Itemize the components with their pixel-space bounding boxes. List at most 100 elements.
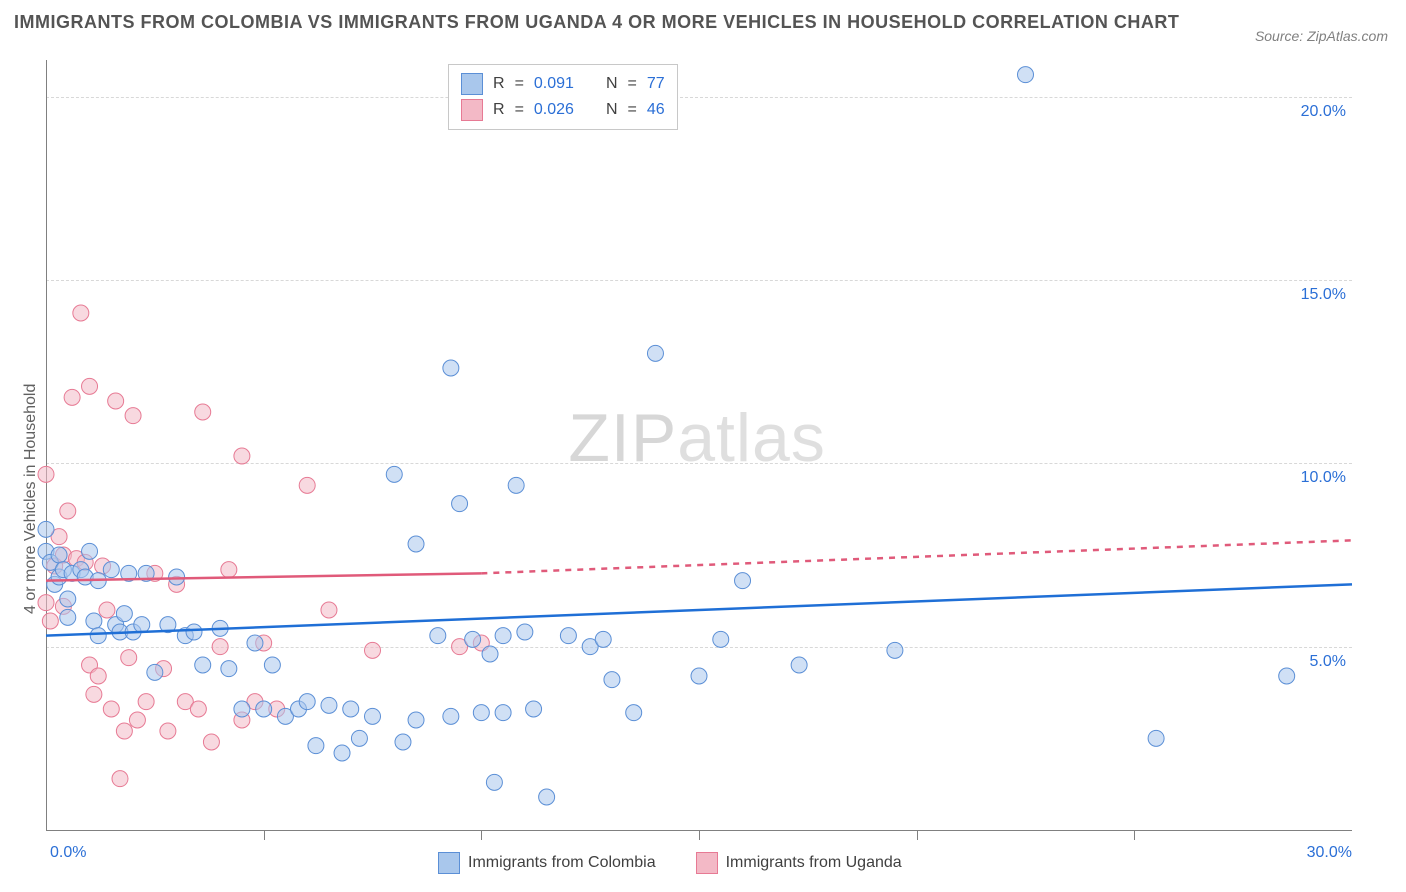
trend-line (46, 584, 1352, 635)
data-point (495, 628, 511, 644)
data-point (508, 477, 524, 493)
data-point (195, 404, 211, 420)
n-value-series1: 77 (647, 75, 665, 93)
data-point (190, 701, 206, 717)
data-point (334, 745, 350, 761)
data-point (299, 477, 315, 493)
data-point (452, 496, 468, 512)
swatch-series1 (438, 852, 460, 874)
data-point (73, 305, 89, 321)
stats-legend: R = 0.091 N = 77 R = 0.026 N = 46 (448, 64, 678, 130)
data-point (60, 503, 76, 519)
data-point (51, 547, 67, 563)
swatch-series2 (461, 99, 483, 121)
data-point (691, 668, 707, 684)
y-tick-label: 10.0% (1301, 469, 1346, 487)
data-point (103, 562, 119, 578)
y-axis-label: 4 or more Vehicles in Household (22, 384, 40, 614)
data-point (234, 701, 250, 717)
data-point (38, 521, 54, 537)
data-point (195, 657, 211, 673)
swatch-series1 (461, 73, 483, 95)
data-point (560, 628, 576, 644)
data-point (299, 694, 315, 710)
data-point (365, 708, 381, 724)
trend-line (481, 540, 1352, 573)
data-point (121, 650, 137, 666)
data-point (595, 631, 611, 647)
x-tick-mark (264, 830, 265, 840)
data-point (495, 705, 511, 721)
data-point (486, 774, 502, 790)
data-point (90, 628, 106, 644)
data-point (129, 712, 145, 728)
r-value-series2: 0.026 (534, 101, 574, 119)
data-point (604, 672, 620, 688)
data-point (713, 631, 729, 647)
data-point (343, 701, 359, 717)
data-point (116, 606, 132, 622)
data-point (86, 613, 102, 629)
data-point (247, 635, 263, 651)
data-point (86, 686, 102, 702)
equals: = (515, 75, 524, 93)
x-tick-mark (917, 830, 918, 840)
x-tick-mark (699, 830, 700, 840)
data-point (321, 602, 337, 618)
data-point (395, 734, 411, 750)
data-point (264, 657, 280, 673)
data-point (308, 738, 324, 754)
data-point (647, 345, 663, 361)
data-point (256, 701, 272, 717)
stats-row-series2: R = 0.026 N = 46 (461, 97, 665, 123)
data-point (64, 389, 80, 405)
data-point (38, 466, 54, 482)
swatch-series2 (696, 852, 718, 874)
legend-label-series1: Immigrants from Colombia (468, 854, 656, 872)
equals: = (628, 101, 637, 119)
data-point (887, 642, 903, 658)
data-point (125, 408, 141, 424)
data-point (386, 466, 402, 482)
equals: = (628, 75, 637, 93)
data-point (482, 646, 498, 662)
data-point (365, 642, 381, 658)
series-legend: Immigrants from Colombia Immigrants from… (438, 852, 902, 874)
data-point (134, 617, 150, 633)
data-point (203, 734, 219, 750)
r-label: R (493, 101, 505, 119)
data-point (408, 536, 424, 552)
data-point (60, 609, 76, 625)
data-point (147, 664, 163, 680)
legend-label-series2: Immigrants from Uganda (726, 854, 902, 872)
data-point (138, 694, 154, 710)
x-tick-mark (1134, 830, 1135, 840)
data-point (60, 591, 76, 607)
data-point (1279, 668, 1295, 684)
source-label: Source: ZipAtlas.com (1255, 28, 1388, 44)
data-point (82, 543, 98, 559)
data-point (539, 789, 555, 805)
n-label: N (606, 75, 618, 93)
x-tick-label: 0.0% (50, 844, 86, 862)
chart-title: IMMIGRANTS FROM COLOMBIA VS IMMIGRANTS F… (14, 12, 1179, 33)
data-point (430, 628, 446, 644)
data-point (1148, 730, 1164, 746)
data-point (221, 562, 237, 578)
data-point (473, 705, 489, 721)
data-point (38, 595, 54, 611)
data-point (1018, 67, 1034, 83)
data-point (112, 771, 128, 787)
data-point (116, 723, 132, 739)
data-point (443, 360, 459, 376)
data-point (321, 697, 337, 713)
x-tick-mark (481, 830, 482, 840)
x-tick-label: 30.0% (1302, 844, 1352, 862)
plot-area: ZIPatlas 5.0%10.0%15.0%20.0% 0.0%30.0% R… (46, 60, 1352, 830)
data-point (42, 613, 58, 629)
stats-row-series1: R = 0.091 N = 77 (461, 71, 665, 97)
data-point (186, 624, 202, 640)
r-value-series1: 0.091 (534, 75, 574, 93)
data-point (791, 657, 807, 673)
y-tick-label: 5.0% (1310, 653, 1346, 671)
